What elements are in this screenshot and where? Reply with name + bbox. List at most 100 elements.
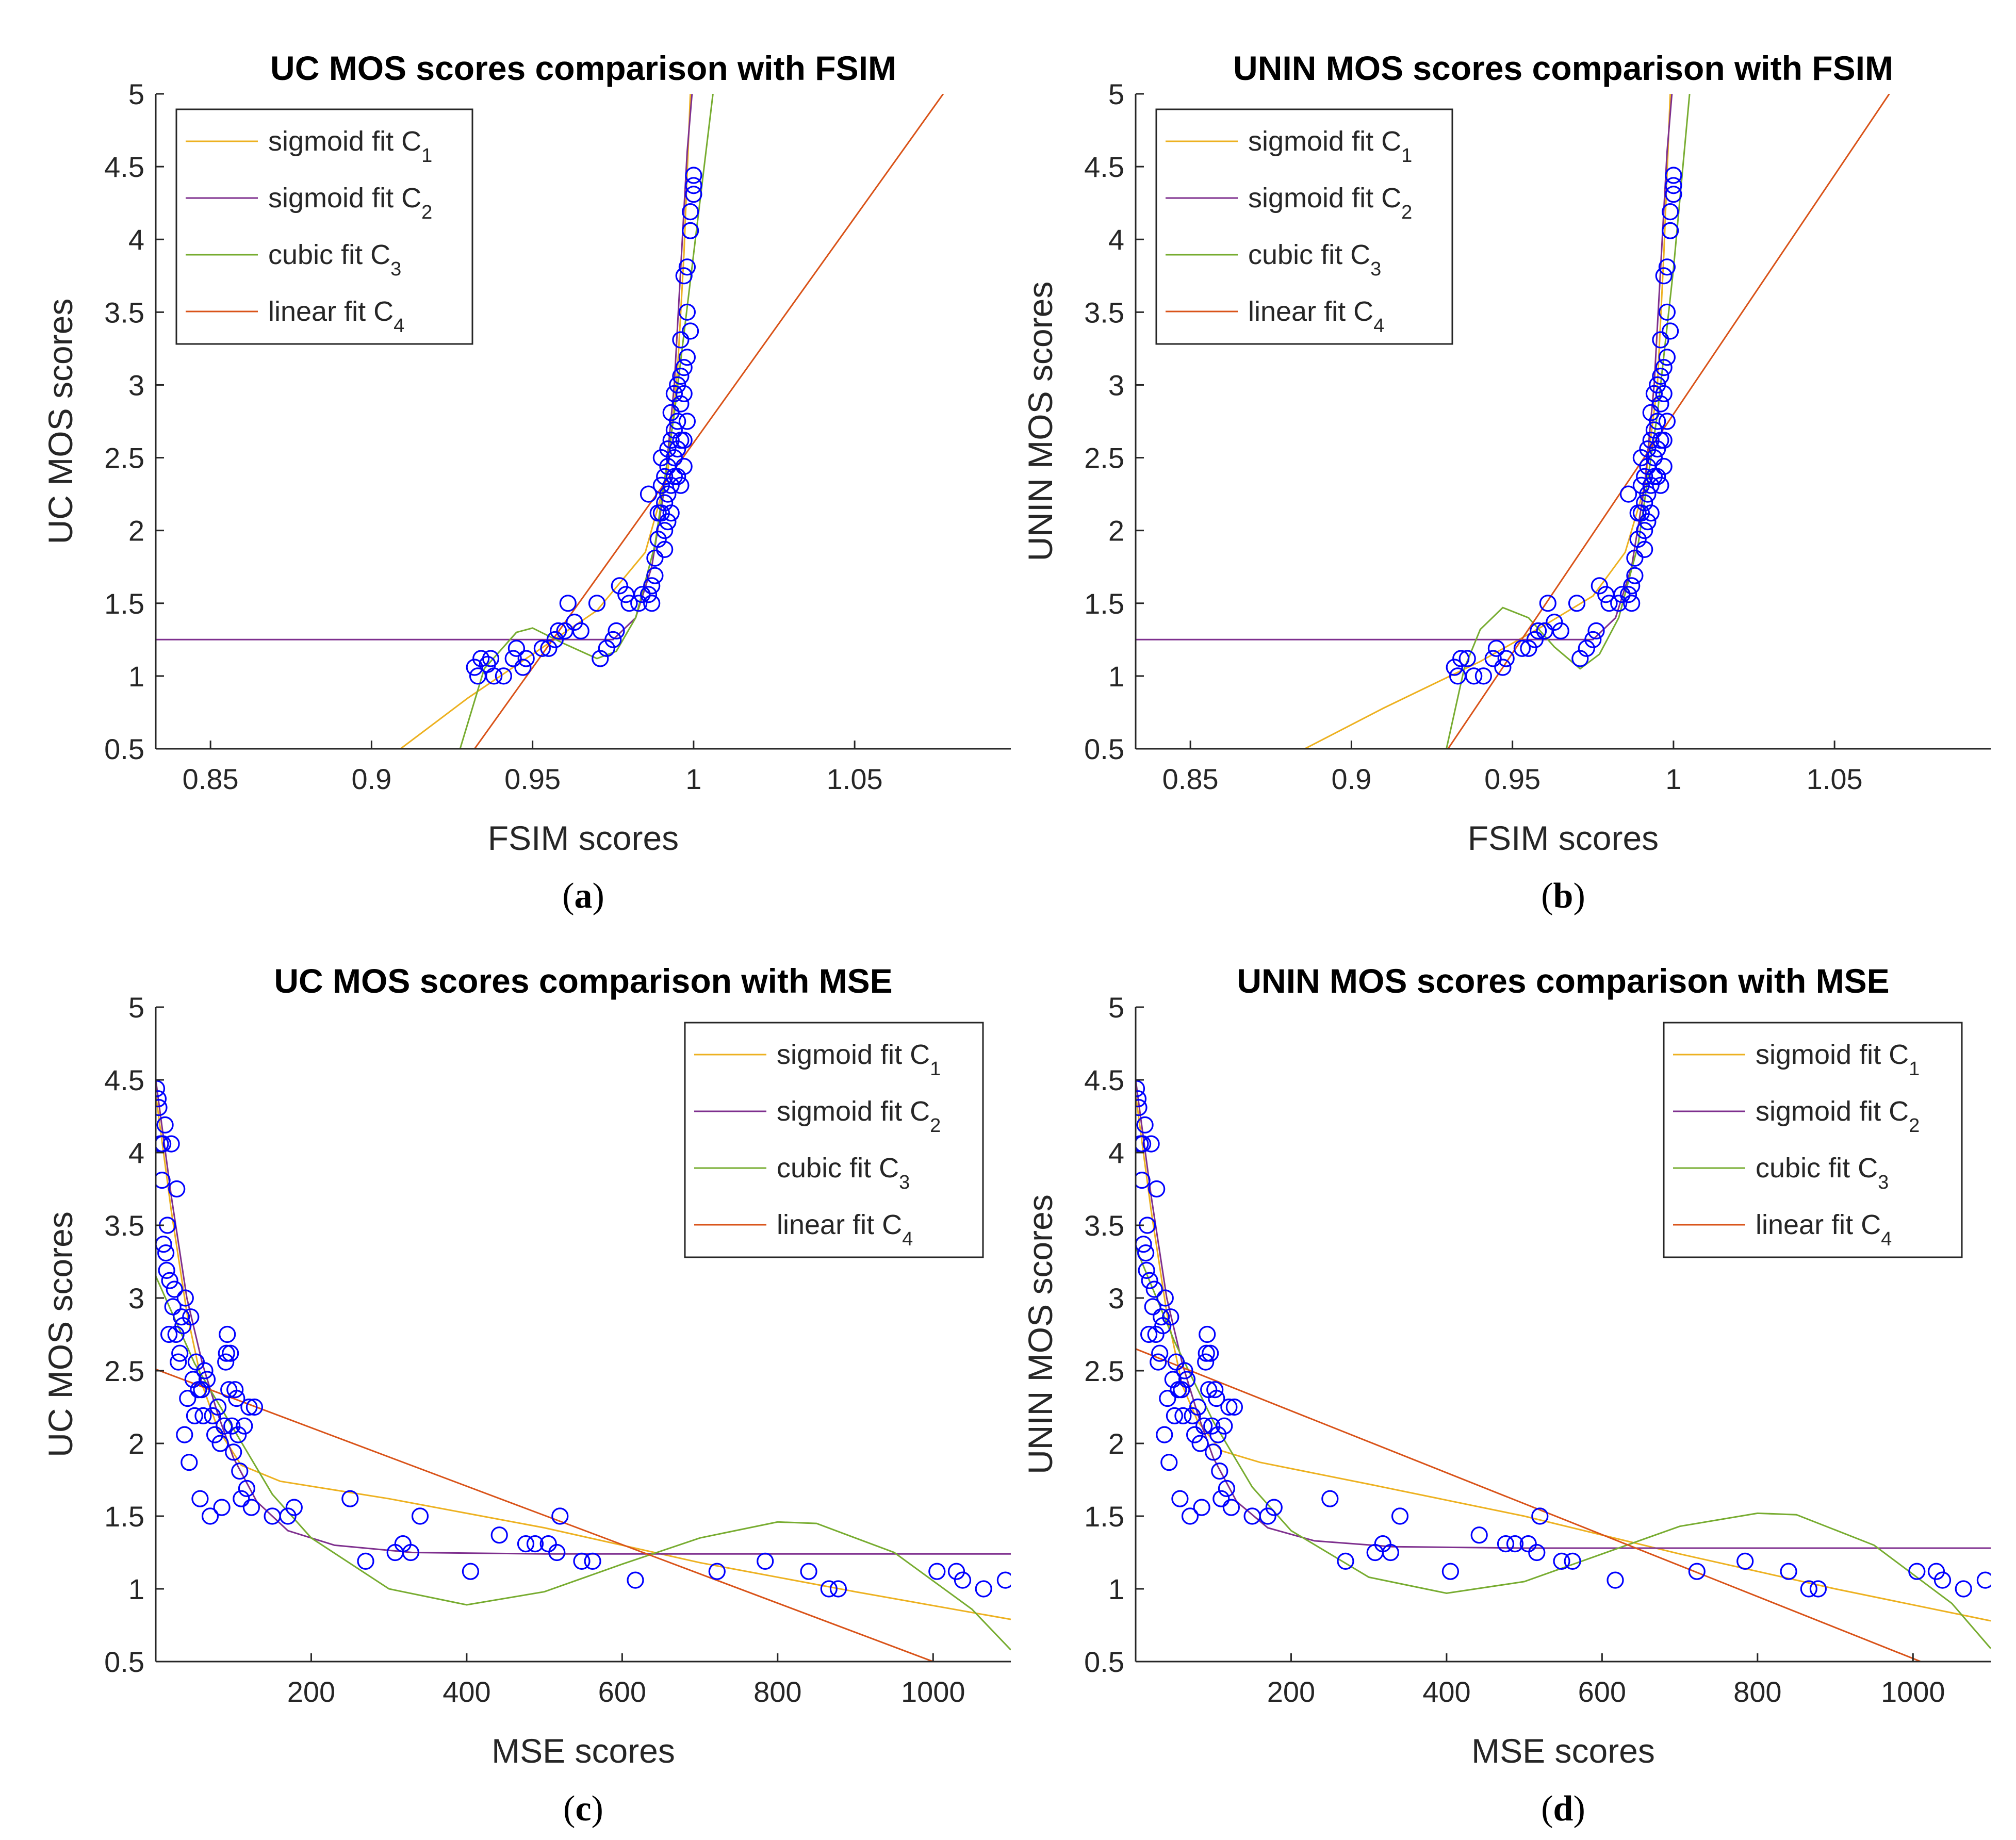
data-point bbox=[820, 1580, 838, 1598]
data-point bbox=[1382, 1543, 1399, 1562]
data-point bbox=[1552, 622, 1569, 640]
y-tick-label: 1.5 bbox=[1084, 587, 1124, 620]
data-point bbox=[1484, 650, 1502, 667]
data-point bbox=[179, 1390, 196, 1407]
data-point bbox=[1780, 1563, 1797, 1580]
y-tick-label: 4.5 bbox=[104, 1064, 144, 1096]
data-point bbox=[1136, 1090, 1147, 1108]
data-point bbox=[226, 1381, 244, 1399]
y-tick-label: 1.5 bbox=[104, 587, 144, 620]
data-point bbox=[1553, 1552, 1570, 1570]
data-point bbox=[640, 485, 658, 503]
data-point bbox=[1136, 1116, 1154, 1133]
data-point bbox=[1136, 1135, 1152, 1153]
data-point bbox=[1141, 1272, 1158, 1289]
data-point bbox=[1176, 1362, 1193, 1379]
data-point bbox=[996, 1571, 1011, 1589]
data-point bbox=[1137, 1244, 1155, 1262]
data-point bbox=[1571, 650, 1589, 667]
y-tick-label: 1.5 bbox=[104, 1500, 144, 1533]
data-point bbox=[157, 1244, 175, 1262]
y-tick-label: 0.5 bbox=[1084, 733, 1124, 765]
data-point bbox=[526, 1535, 544, 1553]
y-tick-label: 2.5 bbox=[1084, 1355, 1124, 1387]
data-point bbox=[539, 1535, 557, 1553]
cubic-fit-c3-legend-label: cubic fit C3 bbox=[1756, 1153, 1889, 1193]
data-point bbox=[1497, 650, 1515, 667]
data-point bbox=[1136, 1099, 1148, 1116]
data-point bbox=[1142, 1135, 1160, 1153]
x-tick-label: 1000 bbox=[901, 1675, 965, 1708]
data-point bbox=[219, 1325, 236, 1343]
data-point bbox=[1655, 267, 1673, 285]
data-point bbox=[225, 1443, 242, 1461]
data-point bbox=[485, 667, 503, 685]
data-point bbox=[1321, 1490, 1339, 1507]
y-tick-label: 3.5 bbox=[1084, 296, 1124, 328]
data-point bbox=[620, 595, 638, 612]
data-point bbox=[1487, 639, 1505, 657]
data-point bbox=[181, 1454, 198, 1471]
y-tick-label: 1.5 bbox=[1084, 1500, 1124, 1533]
data-point bbox=[1220, 1398, 1238, 1416]
data-point bbox=[156, 1099, 168, 1116]
data-point bbox=[1539, 595, 1556, 612]
sigmoid-fit-c2-legend-label: sigmoid fit C2 bbox=[1248, 183, 1412, 223]
y-tick-label: 4 bbox=[128, 223, 144, 256]
data-point bbox=[1153, 1308, 1170, 1326]
data-point bbox=[1193, 1499, 1210, 1516]
data-point bbox=[1519, 1535, 1537, 1553]
y-tick-label: 1 bbox=[1108, 1573, 1124, 1605]
y-tick-label: 2 bbox=[128, 515, 144, 547]
data-point bbox=[168, 1180, 186, 1198]
data-point bbox=[1156, 1426, 1173, 1443]
data-point bbox=[662, 504, 680, 522]
sigmoid-fit-c2-legend-label: sigmoid fit C2 bbox=[1756, 1096, 1920, 1137]
data-point bbox=[1613, 586, 1631, 603]
x-tick-label: 1000 bbox=[1881, 1675, 1945, 1708]
data-point bbox=[1665, 177, 1682, 194]
cubic-fit-c3-legend-label: cubic fit C3 bbox=[777, 1153, 910, 1193]
x-axis-label: MSE scores bbox=[1471, 1732, 1655, 1770]
data-point bbox=[1211, 1463, 1228, 1480]
data-point bbox=[1526, 631, 1544, 648]
data-point bbox=[1642, 432, 1660, 449]
data-point bbox=[1908, 1563, 1926, 1580]
data-point bbox=[1632, 449, 1650, 467]
data-point bbox=[1619, 485, 1637, 503]
data-point bbox=[1568, 595, 1586, 612]
data-point bbox=[1203, 1417, 1221, 1435]
data-point bbox=[1225, 1398, 1243, 1416]
x-tick-label: 0.95 bbox=[504, 763, 561, 795]
data-point bbox=[402, 1543, 420, 1562]
data-point bbox=[656, 522, 674, 539]
data-point bbox=[656, 468, 674, 485]
linear-fit-c4-legend-label: linear fit C4 bbox=[1248, 296, 1384, 337]
y-tick-label: 2.5 bbox=[1084, 442, 1124, 474]
data-point bbox=[1465, 667, 1483, 685]
data-point bbox=[1662, 222, 1679, 239]
data-points bbox=[156, 1080, 1011, 1598]
x-axis-label: FSIM scores bbox=[1468, 819, 1659, 857]
y-tick-label: 0.5 bbox=[104, 733, 144, 765]
data-point bbox=[1584, 631, 1602, 648]
data-point bbox=[1452, 650, 1470, 667]
data-point bbox=[1652, 331, 1669, 349]
data-point bbox=[201, 1507, 219, 1525]
data-point bbox=[186, 1407, 203, 1424]
data-point bbox=[975, 1580, 992, 1598]
data-point bbox=[1160, 1454, 1178, 1471]
data-point bbox=[223, 1417, 241, 1435]
data-point bbox=[495, 667, 513, 685]
y-tick-label: 2.5 bbox=[104, 1355, 144, 1387]
linear-fit-c4-line bbox=[1136, 1348, 1921, 1662]
data-point bbox=[1658, 349, 1676, 366]
y-tick-label: 2.5 bbox=[104, 442, 144, 474]
data-point bbox=[1159, 1390, 1176, 1407]
x-axis-label: FSIM scores bbox=[488, 819, 679, 857]
data-point bbox=[1208, 1390, 1225, 1407]
data-point bbox=[1474, 667, 1492, 685]
data-point bbox=[573, 1552, 591, 1570]
data-point bbox=[341, 1490, 359, 1507]
data-point bbox=[649, 530, 667, 548]
